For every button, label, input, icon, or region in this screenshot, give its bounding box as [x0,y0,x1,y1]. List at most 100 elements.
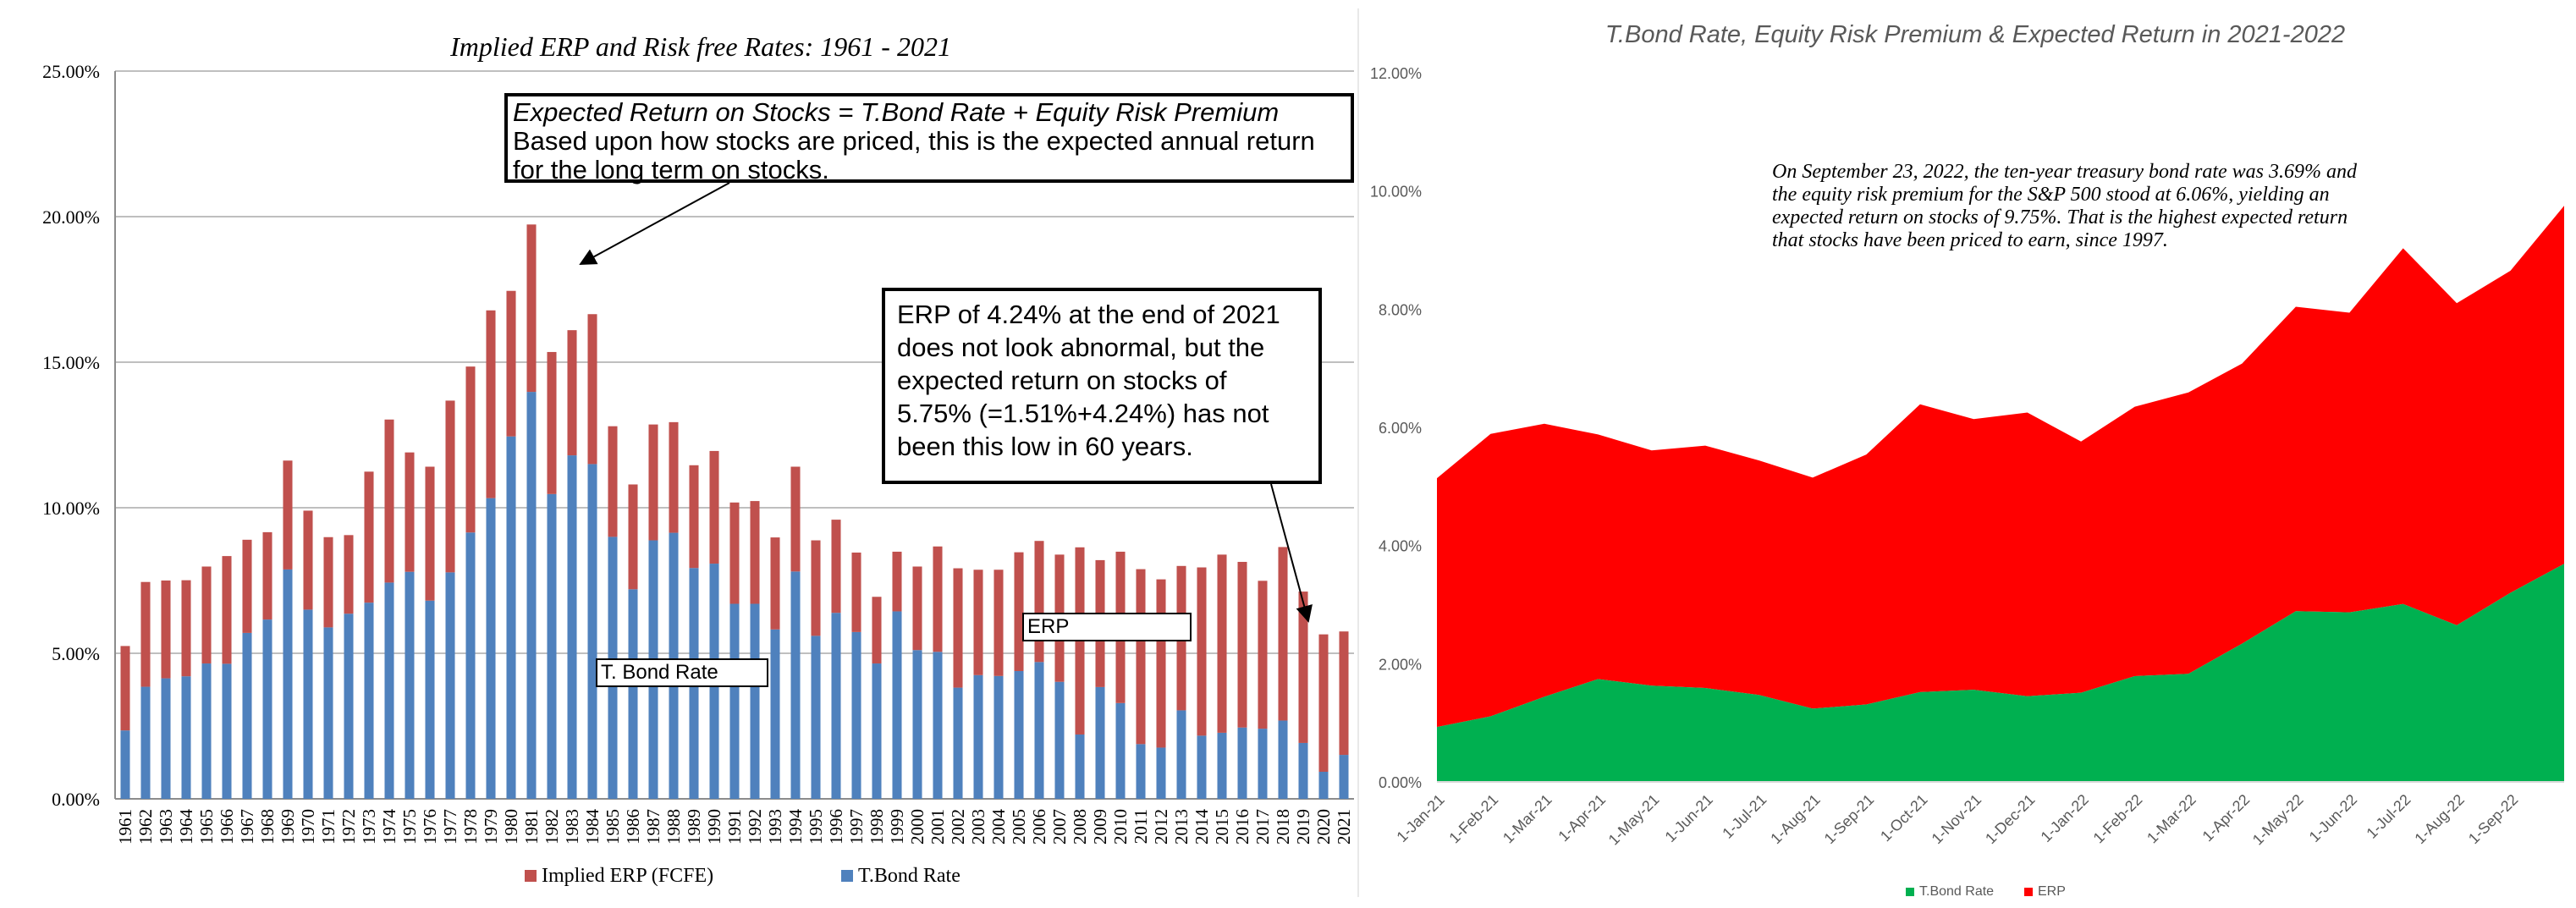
tbond-bar [973,674,983,799]
erp-bar [344,535,354,614]
x-tick-label: 1992 [745,809,765,845]
erp-bar [323,537,333,628]
y-tick-label: 25.00% [42,61,100,82]
x-tick-label: 1968 [257,809,278,845]
chart-title: T.Bond Rate, Equity Risk Premium & Expec… [1605,21,2345,48]
x-tick-label: 1978 [460,809,481,845]
legend-swatch-erp [2024,888,2033,896]
erp-bar [181,580,191,677]
tbond-bar [262,619,272,799]
erp-bar [425,466,435,601]
chart-title: Implied ERP and Risk free Rates: 1961 - … [449,31,951,62]
tbond-bar [161,678,171,799]
x-tick-label: 2004 [988,809,1009,845]
tbond-bar [181,676,191,799]
erp-bar [973,570,983,675]
sept-2022-note: On September 23, 2022, the ten-year trea… [1772,161,2358,251]
erp-bar [1014,552,1024,671]
erp-bar [1278,547,1288,721]
tbond-bar [364,603,374,799]
tbond-bar [283,569,293,799]
x-tick-label: 1977 [440,809,460,845]
erp-bar [303,510,313,610]
x-tick-label: 1988 [663,809,684,845]
x-tick-label: 1967 [237,809,257,845]
x-tick-label: 1961 [115,809,135,845]
x-tick-label: 2015 [1212,809,1232,845]
expected-return-callout: Expected Return on Stocks = T.Bond Rate … [504,93,1354,184]
tbond-bar [486,498,496,799]
tbond-inline-label: T. Bond Rate [596,658,768,687]
x-tick-label: 2013 [1171,809,1192,845]
erp-bar [1136,569,1146,745]
tbond-bar [1115,702,1126,799]
tbond-bar [1054,681,1065,799]
erp-bar [242,539,252,633]
tbond-bar [770,629,780,799]
erp-bar [628,484,638,590]
erp-bar [608,426,618,537]
tbond-bar [140,686,151,799]
x-tick-label: 1964 [176,809,196,845]
erp-bar [750,501,760,604]
callout-arrow-2021 [1270,483,1313,623]
tbond-bar [1136,744,1146,799]
x-tick-label: 1989 [684,809,704,845]
x-tick-label: 2019 [1293,809,1313,845]
erp-bar [1339,631,1349,756]
erp-bar [1298,592,1308,743]
x-tick-label: 2007 [1049,809,1070,845]
y-tick-label: 2.00% [1379,656,1422,673]
tbond-bar [242,632,252,799]
erp-bar [262,531,272,620]
tbond-bar [750,603,760,799]
tbond-bar [1075,734,1085,799]
erp-bar [1156,579,1166,748]
tbond-bar [1298,742,1308,799]
erp-bar [933,546,943,652]
erp-bar [689,465,699,569]
x-tick-label: 1-Feb-22 [2090,791,2146,847]
tbond-erp-area-chart: T.Bond Rate, Equity Risk Premium & Expec… [1370,21,2564,899]
x-tick-label: 1-Feb-21 [1445,791,1501,847]
x-tick-label: 1990 [704,809,724,845]
x-tick-label: 1991 [724,809,745,845]
erp-bar [201,566,212,664]
x-tick-label: 2003 [968,809,988,845]
x-tick-label: 1-Sep-22 [2465,791,2522,848]
x-tick-label: 1993 [765,809,785,845]
x-tick-label: 2017 [1252,809,1273,845]
erp-bar [669,421,679,533]
x-tick-label: 1-Jul-21 [1719,791,1770,842]
x-tick-label: 2014 [1192,809,1212,845]
y-tick-label: 10.00% [42,498,100,519]
erp-bar [445,400,455,573]
x-tick-label: 1983 [562,809,582,845]
x-tick-label: 1999 [887,809,907,845]
x-tick-label: 2011 [1131,809,1151,844]
x-tick-label: 2008 [1070,809,1090,845]
tbond-bar [912,650,922,799]
x-tick-label: 1-May-21 [1605,791,1663,849]
x-tick-label: 1-Mar-22 [2144,791,2199,847]
tbond-bar [1339,755,1349,799]
x-tick-label: 1-Nov-21 [1929,791,1984,847]
x-tick-label: 2000 [907,809,927,845]
erp-bar [120,646,130,731]
x-tick-label: 1-May-22 [2249,791,2307,849]
tbond-bar [1095,686,1105,799]
erp-bar [1034,541,1044,663]
x-tick-label: 1-Jul-22 [2363,791,2414,842]
x-tick-label: 1-Aug-22 [2411,791,2468,848]
x-tick-label: 2012 [1151,809,1171,845]
x-tick-label: 1984 [582,809,603,845]
x-tick-label: 1965 [196,809,217,845]
x-tick-label: 1994 [785,809,806,845]
tbond-bar [120,730,130,799]
y-tick-label: 10.00% [1370,184,1422,201]
tbond-bar [384,582,394,799]
legend-label-tbond: T.Bond Rate [858,865,960,887]
x-tick-label: 1979 [481,809,501,845]
erp-inline-label: ERP [1022,613,1192,641]
erp-bar [892,551,902,612]
